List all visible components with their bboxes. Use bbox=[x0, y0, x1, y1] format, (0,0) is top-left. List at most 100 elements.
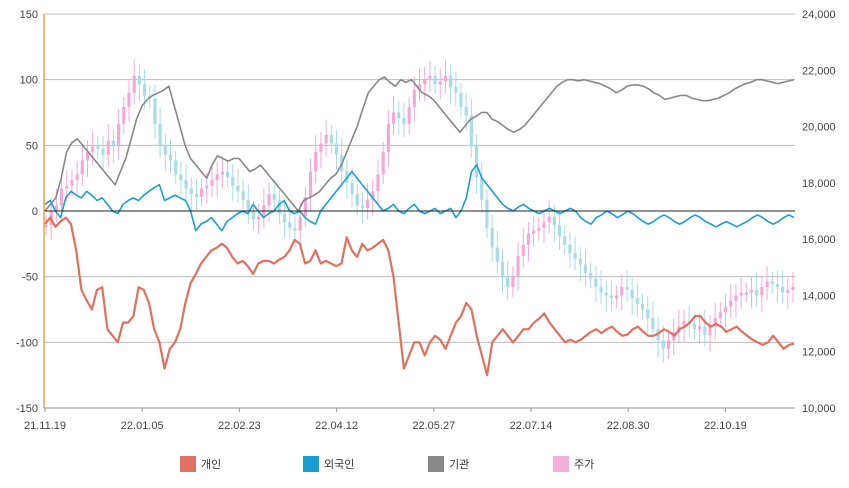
price-candle bbox=[314, 151, 318, 172]
price-candle bbox=[500, 261, 505, 276]
right-tick-label: 22,000 bbox=[802, 65, 836, 77]
left-tick-label: 100 bbox=[20, 75, 38, 87]
x-tick-label: 22.05.27 bbox=[412, 420, 455, 432]
price-candle bbox=[241, 191, 245, 200]
price-candle bbox=[267, 194, 271, 206]
price-candle bbox=[96, 146, 100, 150]
price-candle bbox=[739, 292, 743, 296]
right-tick-label: 14,000 bbox=[802, 290, 836, 302]
price-candle bbox=[308, 171, 313, 197]
price-candle bbox=[770, 281, 774, 285]
price-candle bbox=[283, 213, 287, 223]
x-tick-label: 22.07.14 bbox=[510, 420, 553, 432]
price-candle bbox=[236, 185, 240, 192]
price-candle bbox=[65, 185, 69, 189]
price-candle bbox=[454, 87, 458, 93]
price-candle bbox=[137, 75, 141, 85]
price-candle bbox=[257, 216, 261, 220]
right-tick-label: 20,000 bbox=[802, 122, 836, 134]
price-candle bbox=[386, 123, 390, 152]
price-candle bbox=[412, 89, 416, 107]
price-candle bbox=[744, 292, 748, 295]
price-candle bbox=[609, 295, 614, 299]
price-candle bbox=[101, 149, 105, 155]
price-candle bbox=[329, 135, 333, 144]
price-candle bbox=[407, 106, 411, 124]
price-candle bbox=[480, 177, 484, 200]
price-candle bbox=[760, 286, 764, 296]
left-tick-label: 150 bbox=[20, 9, 38, 21]
legend: 개인 외국인 기관 주가 bbox=[180, 456, 594, 472]
price-candle bbox=[184, 180, 188, 189]
price-candle bbox=[703, 326, 707, 335]
price-candle bbox=[376, 174, 380, 192]
price-candle bbox=[604, 292, 608, 296]
price-candle bbox=[698, 326, 702, 330]
price-candle bbox=[765, 281, 769, 287]
price-candle bbox=[506, 275, 510, 287]
price-candle bbox=[122, 106, 126, 124]
price-candle bbox=[111, 140, 116, 147]
price-candle bbox=[438, 81, 442, 85]
price-candle bbox=[583, 264, 588, 273]
price-candle bbox=[246, 199, 250, 211]
price-candle bbox=[334, 143, 339, 155]
price-candle bbox=[189, 188, 193, 195]
price-candle bbox=[459, 92, 463, 107]
price-candle bbox=[563, 236, 567, 245]
right-tick-label: 18,000 bbox=[802, 178, 836, 190]
price-candle bbox=[433, 75, 437, 85]
price-candle bbox=[474, 146, 479, 178]
legend-item: 개인 bbox=[180, 456, 221, 472]
left-axis-ticks: 150 100 50 0 -50 -100 -150 bbox=[16, 9, 38, 415]
price-candle bbox=[594, 278, 598, 287]
price-candle bbox=[749, 289, 754, 293]
axes bbox=[43, 14, 795, 409]
price-candle bbox=[646, 309, 650, 318]
price-candle bbox=[620, 286, 624, 296]
price-candle bbox=[428, 75, 432, 79]
price-candle bbox=[371, 191, 375, 200]
price-candle bbox=[537, 227, 541, 231]
price-candle bbox=[516, 256, 520, 276]
price-candle bbox=[163, 146, 167, 155]
price-candle bbox=[350, 182, 354, 195]
price-candle bbox=[402, 118, 406, 124]
price-candle bbox=[542, 222, 546, 228]
price-candle bbox=[106, 140, 110, 155]
price-candle bbox=[153, 98, 157, 124]
price-candle bbox=[59, 188, 64, 206]
price-candle bbox=[568, 244, 572, 254]
legend-label: 기관 bbox=[449, 458, 469, 471]
series-line-institution bbox=[44, 76, 795, 212]
price-candle bbox=[599, 286, 603, 293]
price-candle bbox=[210, 180, 214, 186]
right-tick-label: 10,000 bbox=[802, 403, 836, 415]
price-candle bbox=[220, 171, 224, 175]
price-candle bbox=[635, 298, 639, 304]
price-candle bbox=[449, 75, 453, 88]
right-tick-label: 16,000 bbox=[802, 234, 836, 246]
x-tick-label: 22.10.19 bbox=[704, 420, 747, 432]
price-candle bbox=[127, 92, 131, 107]
price-candle bbox=[44, 225, 48, 228]
legend-label: 외국인 bbox=[324, 458, 354, 471]
price-candle bbox=[532, 230, 536, 234]
price-candle bbox=[117, 123, 121, 147]
price-candle bbox=[682, 320, 686, 327]
price-candle bbox=[319, 143, 323, 152]
price-candle bbox=[200, 188, 204, 197]
series-line-individual bbox=[44, 216, 795, 377]
price-candle bbox=[324, 135, 328, 144]
price-candle bbox=[490, 227, 494, 248]
price-candle bbox=[495, 247, 499, 262]
price-candle bbox=[70, 180, 74, 186]
price-candle bbox=[277, 199, 282, 214]
price-candle bbox=[755, 289, 759, 296]
left-tick-label: -50 bbox=[22, 272, 38, 284]
price-candle bbox=[142, 84, 147, 96]
price-candle bbox=[91, 146, 95, 152]
price-candle bbox=[485, 199, 489, 228]
price-candle bbox=[225, 171, 230, 178]
price-candle bbox=[231, 177, 235, 186]
